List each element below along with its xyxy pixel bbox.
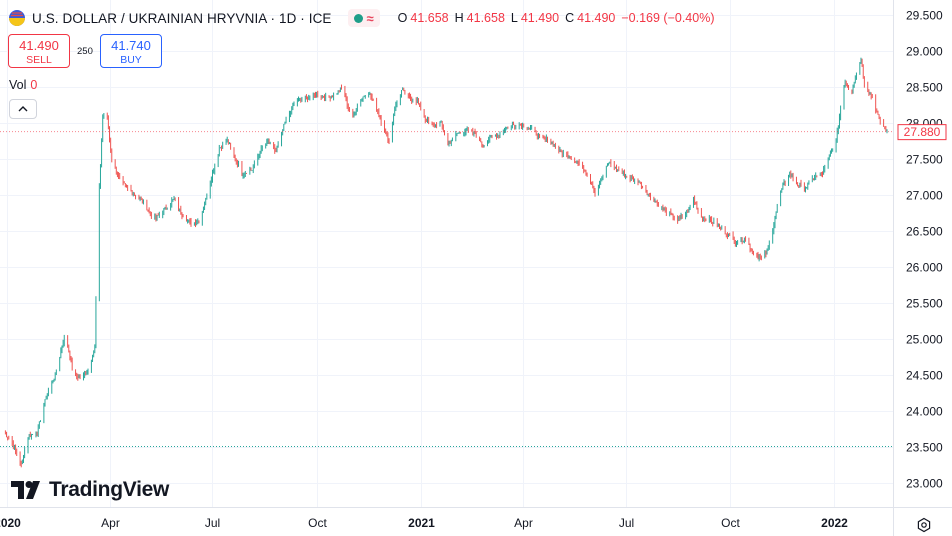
time-axis-label: Oct <box>308 516 327 530</box>
price-axis-label: 26.000 <box>906 261 943 275</box>
price-axis-label: 29.000 <box>906 45 943 59</box>
settings-gear-icon[interactable] <box>916 517 932 533</box>
time-axis-label: 2021 <box>408 516 435 530</box>
price-axis-label: 23.000 <box>906 477 943 491</box>
ohlc-values: O 41.658 H 41.658 L 41.490 C 41.490 −0.169 (… <box>398 11 718 25</box>
price-axis-label: 28.500 <box>906 81 943 95</box>
ohlc-open-value: 41.658 <box>410 11 449 25</box>
chart-header: U.S. DOLLAR / UKRAINIAN HRYVNIA · 1D · I… <box>8 8 717 28</box>
tradingview-logo[interactable]: TradingView <box>11 478 169 502</box>
tradingview-logo-icon <box>11 481 40 499</box>
last-price-tag[interactable] <box>897 124 947 141</box>
time-axis-label: Apr <box>514 516 533 530</box>
price-axis-label: 26.500 <box>906 225 943 239</box>
time-axis-label: Jul <box>619 516 634 530</box>
last-price-label: 27.880 <box>904 125 941 139</box>
symbol-title[interactable]: U.S. DOLLAR / UKRAINIAN HRYVNIA · 1D · I… <box>32 10 332 26</box>
market-open-dot-icon <box>353 13 363 23</box>
time-axis-label: Jul <box>205 516 220 530</box>
price-axis-label: 29.500 <box>906 9 943 23</box>
price-axis-label: 27.000 <box>906 189 943 203</box>
tradingview-logo-text: TradingView <box>49 478 170 501</box>
ohlc-close-key: C <box>565 11 575 25</box>
spread-value: 250 <box>77 46 93 57</box>
sell-label: SELL <box>26 54 52 66</box>
ohlc-change-value: −0.169 (−0.40%) <box>621 11 715 25</box>
volume-label: Vol <box>9 78 27 92</box>
ohlc-low-value: 41.490 <box>520 11 560 25</box>
us-ua-flag-icon <box>9 10 25 26</box>
buy-button[interactable]: 41.740 BUY <box>100 34 162 68</box>
price-axis-label: 23.500 <box>906 441 943 455</box>
volume-legend[interactable]: Vol 0 <box>9 78 37 92</box>
price-axis-label: 25.500 <box>906 297 943 311</box>
time-axis-label: Apr <box>101 516 120 530</box>
ohlc-close-value: 41.490 <box>577 11 616 25</box>
collapse-legend-button[interactable] <box>9 99 37 119</box>
buy-label: BUY <box>120 54 142 66</box>
price-axis-label: 24.500 <box>906 369 943 383</box>
price-axis-label: 27.500 <box>906 153 943 167</box>
price-axis-label: 25.000 <box>906 333 943 347</box>
price-axis-label: 24.000 <box>906 405 943 419</box>
delayed-data-icon: ≈ <box>366 10 374 26</box>
market-status[interactable]: ≈ <box>347 9 380 27</box>
ohlc-low-key: L <box>510 11 518 25</box>
ohlc-open-key: O <box>397 11 408 25</box>
time-axis-label: 2020 <box>0 516 21 530</box>
sell-price: 41.490 <box>19 38 59 53</box>
ohlc-high-key: H <box>454 11 464 25</box>
time-axis-label: 2022 <box>821 516 848 530</box>
ohlc-high-value: 41.658 <box>466 11 505 25</box>
chevron-up-icon <box>18 106 28 112</box>
buy-price: 41.740 <box>111 38 151 53</box>
sell-button[interactable]: 41.490 SELL <box>8 34 70 68</box>
time-axis-label: Oct <box>721 516 740 530</box>
volume-value: 0 <box>30 78 38 92</box>
